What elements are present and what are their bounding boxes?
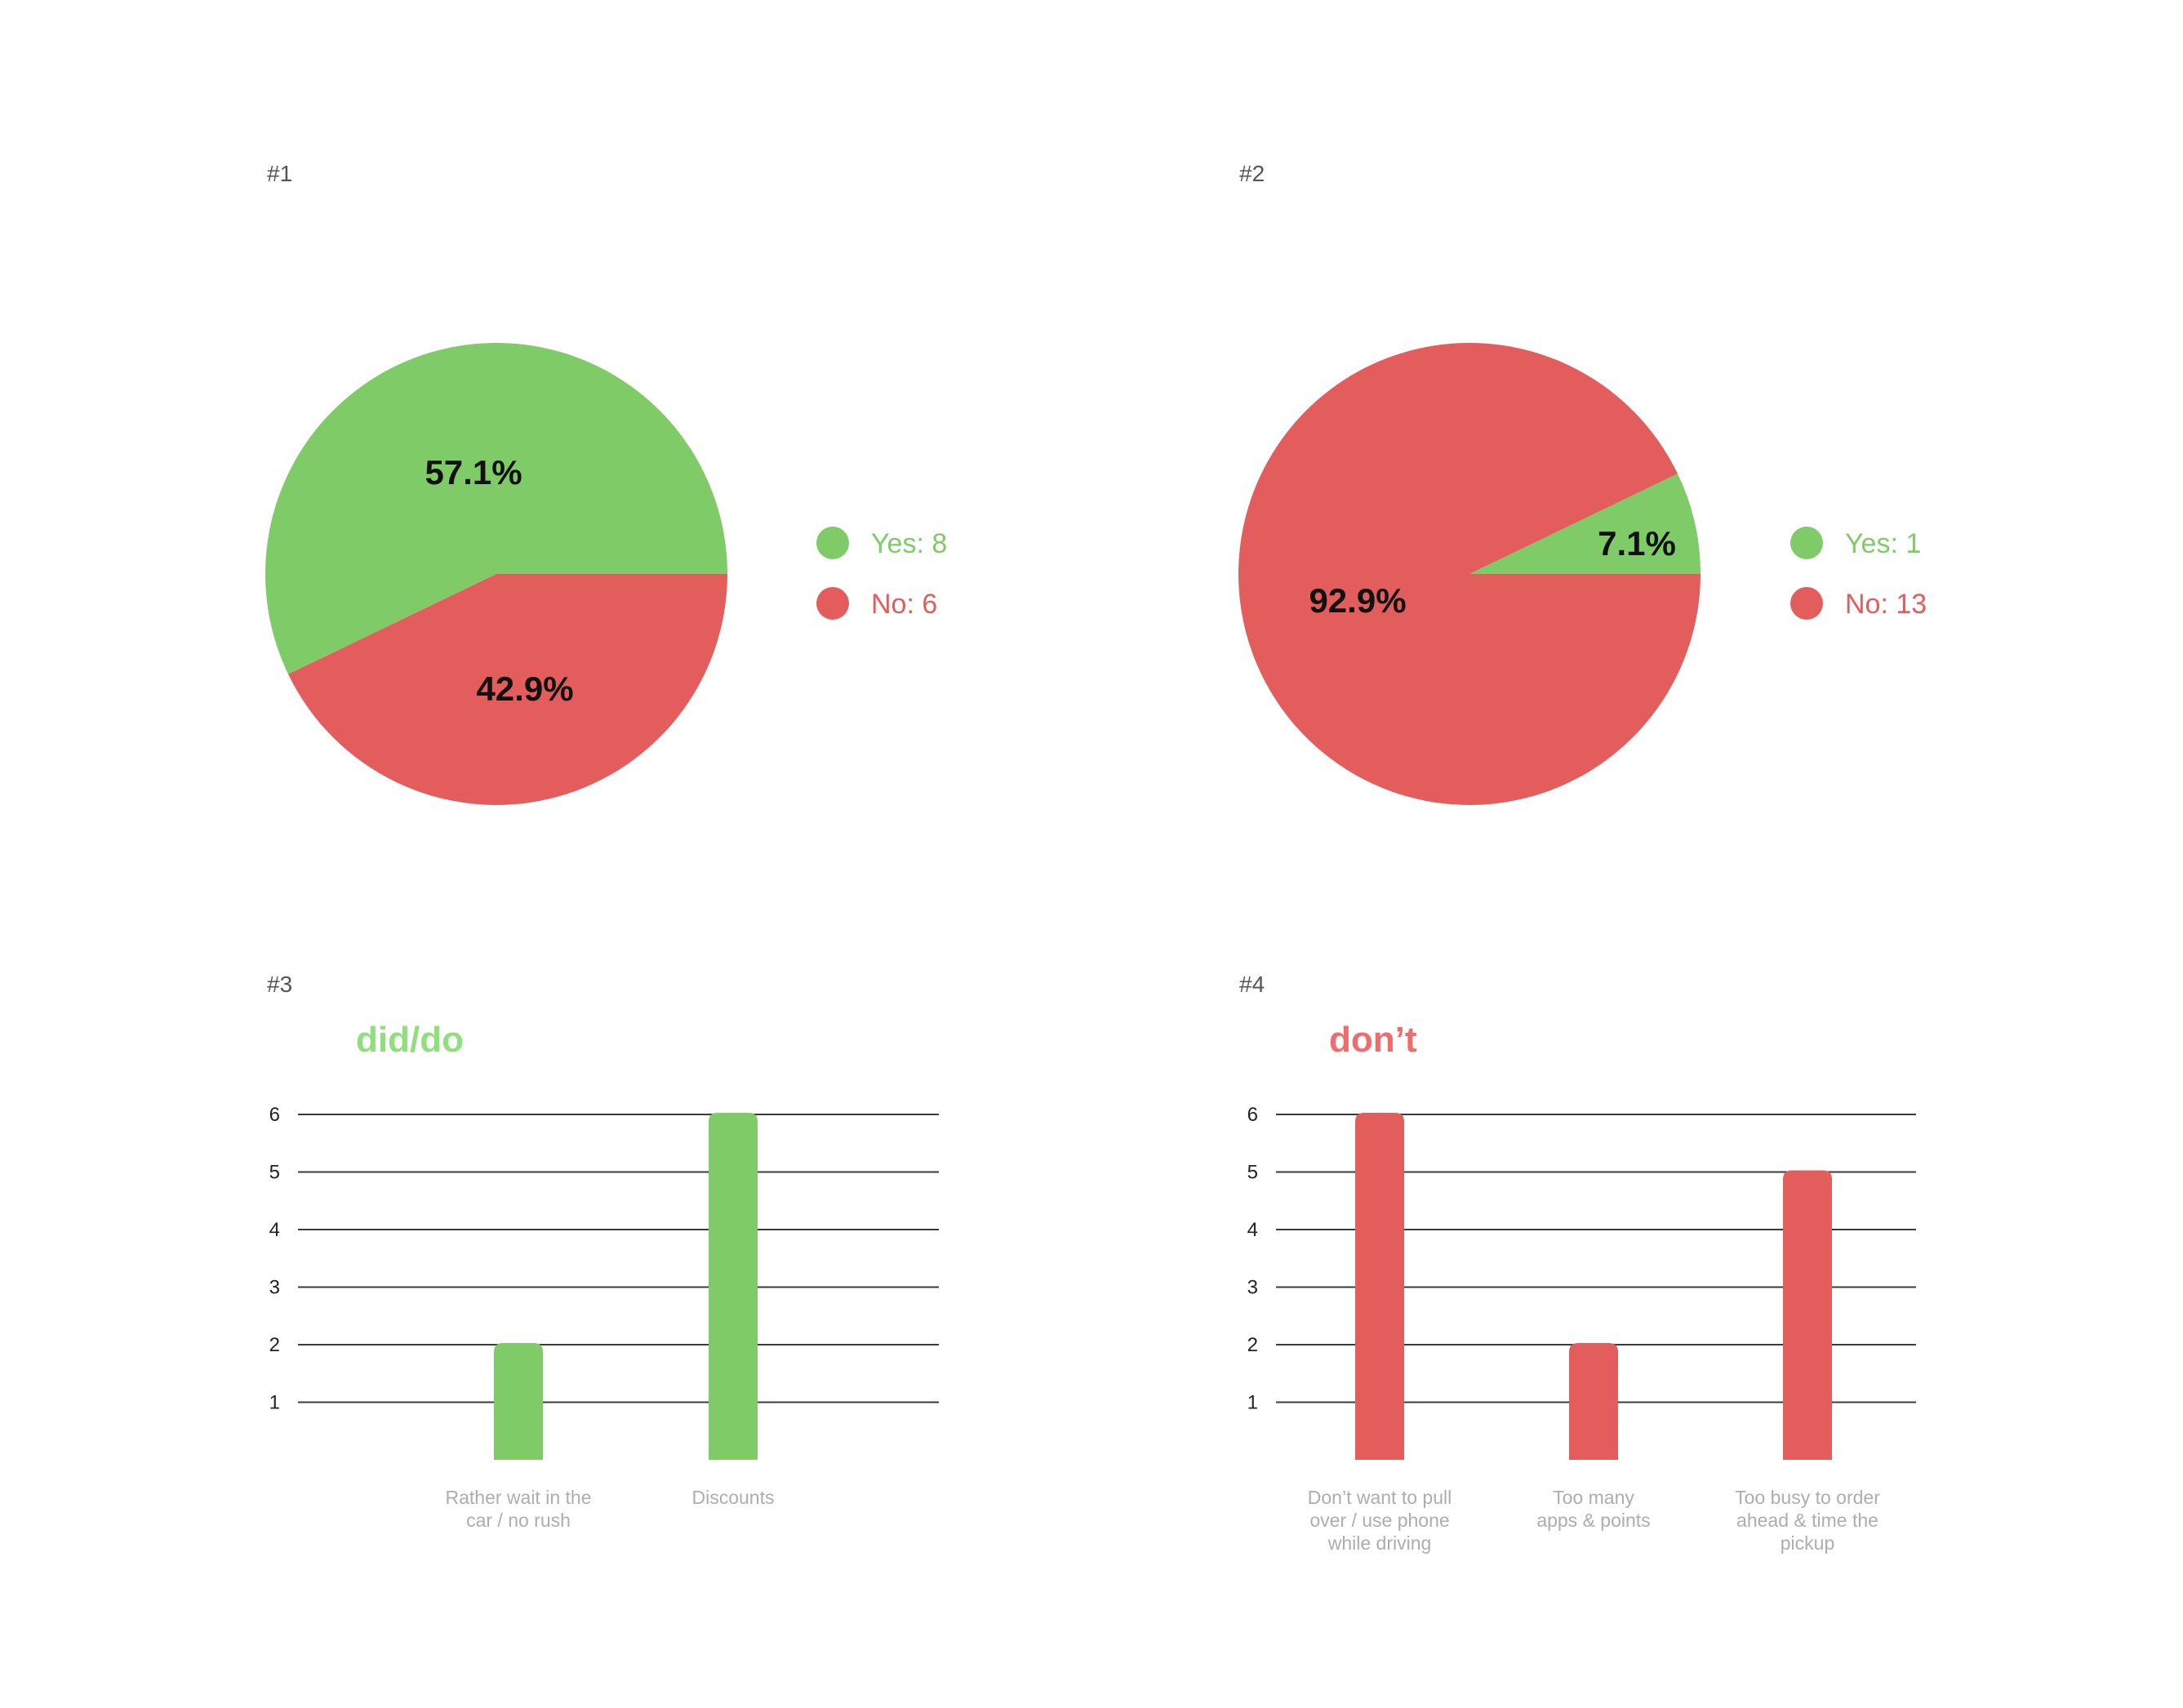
category-label: Rather wait in the xyxy=(446,1487,592,1508)
pie-slice-yes xyxy=(265,342,728,674)
legend-dot-yes xyxy=(816,527,849,559)
y-tick-label: 3 xyxy=(269,1277,280,1299)
bar xyxy=(1783,1170,1832,1460)
y-tick-label: 4 xyxy=(269,1219,280,1241)
slice-percent-label: 92.9% xyxy=(1309,581,1406,620)
category-label: Too busy to order xyxy=(1735,1487,1880,1508)
legend-label-no: No: 13 xyxy=(1845,589,1927,620)
y-tick-label: 6 xyxy=(1247,1104,1258,1126)
bar xyxy=(494,1343,543,1460)
category-label: ahead & time the xyxy=(1736,1510,1878,1531)
pie-slice-no xyxy=(1238,343,1701,806)
category-label: car / no rush xyxy=(466,1510,571,1531)
bar xyxy=(709,1113,758,1460)
y-tick-label: 2 xyxy=(1247,1334,1258,1356)
slice-percent-label: 57.1% xyxy=(425,453,522,491)
y-tick-label: 2 xyxy=(269,1334,280,1356)
y-tick-label: 1 xyxy=(1247,1392,1258,1414)
pie-chart-1: #1 57.1% 42.9% Yes: 8 No: 6 xyxy=(265,161,947,805)
y-tick-label: 3 xyxy=(1247,1277,1258,1299)
category-label: Discounts xyxy=(692,1487,775,1508)
pie-slice-no xyxy=(288,574,727,805)
category-label: Don’t want to pull xyxy=(1308,1487,1452,1508)
panel-label: #1 xyxy=(267,161,292,186)
y-tick-label: 5 xyxy=(1247,1162,1258,1184)
bar xyxy=(1355,1113,1404,1460)
panel-label: #3 xyxy=(267,972,292,997)
legend-dot-no xyxy=(816,587,849,620)
chart-title: don’t xyxy=(1329,1020,1417,1060)
category-label: Too many xyxy=(1553,1487,1634,1508)
panel-label: #4 xyxy=(1239,972,1265,997)
y-tick-label: 1 xyxy=(269,1392,280,1414)
y-tick-label: 4 xyxy=(1247,1219,1258,1241)
bar xyxy=(1569,1343,1618,1460)
category-label: over / use phone xyxy=(1309,1510,1449,1531)
legend-dot-no xyxy=(1790,587,1823,620)
legend-label-no: No: 6 xyxy=(871,589,937,620)
slice-percent-label: 7.1% xyxy=(1598,524,1676,563)
slice-percent-label: 42.9% xyxy=(476,669,573,708)
legend-dot-yes xyxy=(1790,527,1823,559)
category-label: while driving xyxy=(1327,1532,1432,1554)
legend-label-yes: Yes: 1 xyxy=(1845,528,1921,559)
panel-label: #2 xyxy=(1239,161,1265,186)
category-label: pickup xyxy=(1781,1532,1834,1554)
legend-label-yes: Yes: 8 xyxy=(871,528,947,559)
pie-chart-2: #2 7.1% 92.9% Yes: 1 No: 13 xyxy=(1238,161,1927,806)
pie-slice-yes xyxy=(1469,474,1701,574)
chart-title: did/do xyxy=(356,1020,464,1060)
y-tick-label: 6 xyxy=(269,1104,280,1126)
y-tick-label: 5 xyxy=(269,1162,280,1184)
category-label: apps & points xyxy=(1536,1510,1650,1531)
